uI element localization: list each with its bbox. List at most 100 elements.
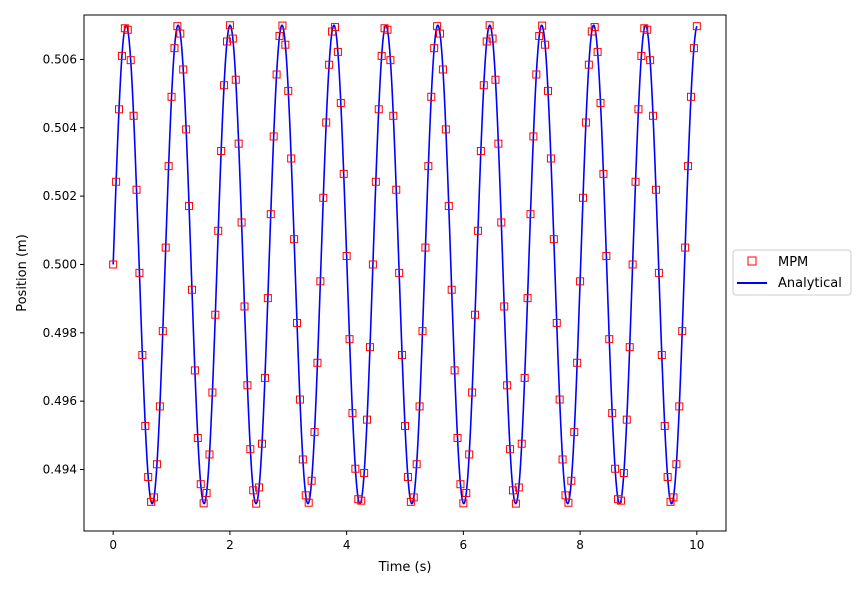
mpm-point (185, 201, 194, 210)
mpm-point (672, 460, 681, 469)
mpm-point (333, 47, 342, 56)
mpm-point (298, 455, 307, 464)
mpm-point (634, 105, 643, 114)
mpm-point (117, 51, 126, 60)
mpm-point (363, 415, 372, 424)
mpm-point (651, 185, 660, 194)
mpm-point (602, 252, 611, 261)
mpm-point (424, 162, 433, 171)
mpm-point (249, 486, 258, 495)
mpm-point (275, 31, 284, 40)
mpm-point (310, 428, 319, 437)
mpm-point (126, 56, 135, 65)
mpm-point (497, 218, 506, 227)
mpm-point (462, 488, 471, 497)
mpm-point (316, 277, 325, 286)
mpm-point (287, 154, 296, 163)
mpm-point (666, 497, 675, 506)
x-axis-label: Time (s) (378, 560, 432, 575)
mpm-point (409, 493, 418, 502)
mpm-point (555, 395, 564, 404)
mpm-point (284, 86, 293, 95)
mpm-point (640, 24, 649, 33)
mpm-point (281, 40, 290, 49)
mpm-point (176, 29, 185, 38)
mpm-point (304, 498, 313, 507)
mpm-point (473, 226, 482, 235)
mpm-point (295, 395, 304, 404)
mpm-point (514, 483, 523, 492)
mpm-point (506, 445, 515, 454)
mpm-point (660, 421, 669, 430)
x-tick-label: 10 (689, 538, 704, 552)
mpm-point (383, 25, 392, 34)
y-tick-label: 0.500 (43, 257, 77, 271)
mpm-point (465, 450, 474, 459)
mpm-point (269, 132, 278, 141)
mpm-point (380, 24, 389, 33)
mpm-point (152, 460, 161, 469)
x-tick-label: 0 (109, 538, 117, 552)
mpm-point (354, 495, 363, 504)
mpm-point (491, 75, 500, 84)
mpm-point (322, 118, 331, 127)
mpm-point (386, 56, 395, 65)
mpm-point (608, 409, 617, 418)
mpm-point (403, 473, 412, 482)
mpm-point (599, 169, 608, 178)
mpm-point (222, 37, 231, 46)
mpm-point (406, 497, 415, 506)
mpm-point (395, 268, 404, 277)
mpm-point (357, 496, 366, 505)
mpm-point (199, 499, 208, 508)
analytical-line (112, 24, 698, 505)
mpm-point (415, 402, 424, 411)
mpm-point (144, 473, 153, 482)
mpm-point (593, 47, 602, 56)
mpm-point (109, 260, 118, 269)
mpm-point (476, 147, 485, 155)
mpm-point (389, 111, 398, 120)
mpm-point (570, 428, 579, 437)
mpm-point (543, 86, 552, 95)
mpm-point (479, 81, 488, 90)
mpm-point (605, 335, 614, 344)
mpm-point (205, 450, 214, 459)
mpm-point (196, 480, 205, 489)
y-tick-label: 0.502 (43, 189, 77, 203)
x-axis-ticks: 0 2 4 6 8 10 (109, 531, 704, 552)
x-tick-label: 2 (226, 538, 234, 552)
mpm-point (272, 70, 281, 79)
mpm-point (339, 169, 348, 178)
mpm-point (590, 23, 599, 32)
mpm-point (342, 252, 351, 261)
legend: MPM Analytical (732, 249, 852, 296)
mpm-point (246, 445, 255, 454)
mpm-point (147, 497, 156, 506)
mpm-point (421, 243, 430, 252)
mpm-point (500, 302, 509, 311)
y-tick-label: 0.496 (43, 394, 77, 408)
mpm-point (637, 51, 646, 60)
mpm-point (351, 464, 360, 473)
mpm-point (237, 218, 246, 227)
mpm-point (115, 105, 124, 114)
mpm-point (546, 154, 555, 163)
mpm-point (625, 343, 634, 352)
mpm-point (138, 351, 147, 360)
mpm-series (109, 21, 701, 508)
mpm-point (596, 98, 605, 107)
mpm-point (579, 193, 588, 202)
mpm-point (220, 81, 229, 90)
mpm-point (549, 235, 558, 244)
mpm-point (158, 327, 167, 336)
mpm-point (453, 434, 462, 443)
axes-frame (83, 14, 727, 532)
legend-analytical-label: Analytical (778, 276, 842, 291)
mpm-point (517, 439, 526, 448)
mpm-point (523, 294, 532, 303)
mpm-point (447, 285, 456, 294)
mpm-point (234, 139, 243, 148)
mpm-point (456, 480, 465, 489)
